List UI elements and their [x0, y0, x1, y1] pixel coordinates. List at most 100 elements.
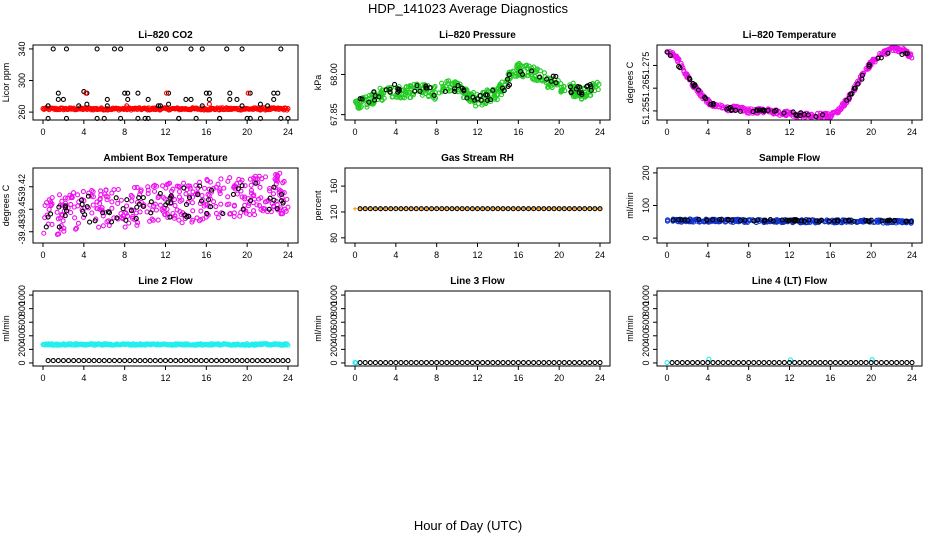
data-point: [131, 185, 138, 191]
data-point: [439, 206, 444, 211]
figure-title: HDP_141023 Average Diagnostics: [368, 1, 568, 16]
data-point: [248, 182, 254, 188]
x-tick-label: 12: [784, 250, 794, 260]
y-tick-label: 340: [17, 41, 27, 56]
data-point: [417, 88, 423, 94]
data-point: [115, 186, 121, 193]
data-point: [786, 218, 792, 224]
data-point: [234, 96, 240, 103]
data-point: [84, 204, 90, 210]
panel-points: [664, 216, 915, 226]
data-point: [56, 231, 62, 237]
panel-title: Gas Stream RH: [441, 153, 514, 164]
y-tick-label: 1000: [17, 285, 27, 305]
y-tick-label: 800: [329, 301, 339, 316]
data-point: [756, 107, 763, 113]
data-point: [689, 360, 696, 366]
data-point: [506, 206, 511, 211]
data-point: [122, 358, 128, 364]
data-point: [136, 201, 142, 207]
x-tick-label: 4: [705, 250, 710, 260]
data-point: [797, 360, 803, 366]
data-point: [855, 81, 861, 87]
data-point: [883, 360, 890, 366]
data-point: [63, 208, 70, 214]
data-point: [170, 186, 176, 192]
data-point: [94, 46, 100, 52]
data-point: [681, 217, 687, 223]
data-point: [470, 206, 475, 211]
data-point: [272, 176, 278, 182]
data-point: [183, 191, 189, 197]
data-point: [187, 183, 193, 189]
panel-points: [352, 61, 602, 111]
data-point: [198, 216, 204, 223]
data-point: [568, 89, 574, 96]
data-point: [155, 217, 161, 223]
data-point: [278, 210, 284, 216]
data-point: [597, 360, 603, 366]
y-tick-label: 0: [17, 360, 27, 365]
data-point: [393, 360, 399, 366]
data-point: [813, 113, 819, 120]
data-point: [50, 358, 56, 364]
data-point: [529, 68, 535, 74]
data-point: [875, 55, 881, 61]
x-tick-label: 20: [242, 373, 252, 383]
data-point: [189, 194, 196, 200]
data-point: [274, 206, 280, 212]
data-point: [256, 196, 262, 202]
data-point: [851, 218, 857, 224]
data-point: [674, 57, 680, 64]
data-point: [215, 215, 221, 221]
data-point: [765, 107, 771, 113]
data-point: [181, 180, 187, 186]
data-point: [244, 358, 250, 364]
data-point: [135, 220, 141, 226]
data-point: [840, 217, 846, 223]
data-point: [710, 360, 716, 366]
data-point: [388, 206, 393, 211]
data-point: [551, 360, 557, 366]
data-point: [60, 202, 66, 208]
data-point: [163, 202, 169, 208]
data-point: [104, 103, 110, 109]
data-point: [903, 218, 909, 225]
data-point: [664, 49, 670, 55]
data-point: [474, 360, 481, 366]
data-point: [398, 206, 403, 211]
data-point: [60, 96, 66, 103]
data-point: [501, 87, 507, 94]
data-point: [75, 220, 81, 226]
panel-title: Line 3 Flow: [450, 276, 505, 287]
figure-x-axis-label: Hour of Day (UTC): [413, 518, 523, 533]
data-point: [129, 194, 135, 200]
data-point: [68, 210, 74, 216]
data-point: [853, 360, 859, 366]
data-point: [357, 360, 363, 366]
data-point: [106, 358, 112, 364]
data-point: [679, 217, 685, 223]
data-point: [832, 360, 838, 366]
data-point: [383, 206, 388, 211]
data-point: [176, 217, 182, 223]
data-point: [885, 217, 891, 223]
data-point: [76, 358, 82, 364]
x-tick-label: 20: [242, 127, 252, 137]
data-point: [408, 206, 414, 212]
data-point: [790, 109, 796, 115]
data-point: [124, 103, 130, 109]
data-point: [96, 358, 102, 364]
data-point: [582, 206, 588, 212]
data-point: [145, 190, 151, 197]
x-tick-label: 8: [434, 127, 439, 137]
data-point: [168, 193, 174, 199]
data-point: [59, 212, 66, 218]
data-point: [204, 210, 210, 217]
data-point: [781, 360, 787, 366]
data-point: [213, 184, 219, 190]
data-point: [696, 216, 702, 222]
x-tick-label: 8: [746, 127, 751, 137]
data-point: [807, 360, 813, 366]
data-point: [65, 358, 72, 364]
